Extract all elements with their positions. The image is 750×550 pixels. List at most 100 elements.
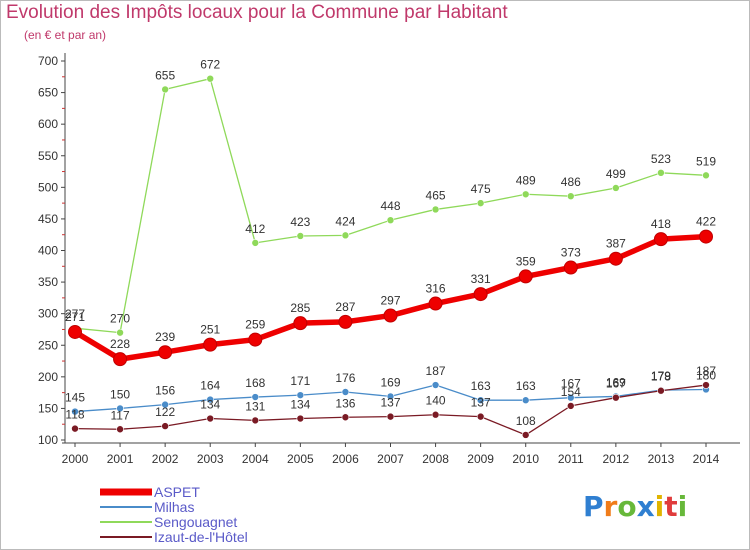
data-point-sengouagnet [702, 171, 710, 180]
y-tick-label: 550 [38, 149, 58, 163]
data-point-izaut-de-l-h-tel [521, 431, 530, 439]
data-label-aspet: 239 [155, 330, 175, 344]
data-label-aspet: 359 [516, 254, 536, 268]
data-point-izaut-de-l-h-tel [612, 393, 620, 402]
data-label-aspet: 251 [200, 323, 220, 337]
data-label-izaut-de-l-h-tel: 167 [606, 377, 626, 391]
data-point-izaut-de-l-h-tel [476, 412, 485, 421]
data-point-izaut-de-l-h-tel [702, 381, 710, 389]
data-point-izaut-de-l-h-tel [386, 412, 395, 421]
data-point-izaut-de-l-h-tel [657, 386, 665, 395]
data-point-sengouagnet [341, 231, 350, 240]
x-tick-label: 2012 [603, 452, 630, 466]
data-point-aspet [699, 229, 713, 244]
data-label-milhas: 180 [696, 368, 716, 382]
data-label-milhas: 169 [606, 375, 626, 389]
data-label-milhas: 169 [380, 375, 400, 389]
data-label-sengouagnet: 672 [200, 58, 220, 72]
data-point-izaut-de-l-h-tel [71, 424, 79, 433]
chart-subtitle: (en € et par an) [24, 28, 107, 42]
data-point-sengouagnet [386, 216, 395, 224]
data-point-aspet [158, 345, 173, 360]
data-label-aspet: 228 [110, 337, 130, 351]
data-label-aspet: 422 [696, 215, 716, 229]
legend-label-aspet: ASPET [154, 484, 200, 500]
data-label-izaut-de-l-h-tel: 134 [290, 398, 310, 412]
x-tick-label: 2003 [197, 452, 224, 466]
data-label-izaut-de-l-h-tel: 118 [65, 408, 84, 422]
x-tick-label: 2008 [422, 452, 449, 466]
data-point-sengouagnet [206, 74, 215, 83]
y-tick-label: 450 [38, 212, 58, 226]
data-label-izaut-de-l-h-tel: 108 [516, 414, 536, 428]
data-point-sengouagnet [431, 205, 440, 214]
data-label-milhas: 163 [471, 379, 491, 393]
data-label-milhas: 187 [426, 364, 446, 378]
data-label-aspet: 285 [290, 301, 310, 315]
data-point-sengouagnet [612, 184, 620, 192]
data-point-sengouagnet [116, 328, 124, 337]
x-tick-label: 2014 [693, 452, 720, 466]
data-label-izaut-de-l-h-tel: 140 [426, 394, 446, 408]
data-point-aspet [383, 308, 398, 323]
x-tick-label: 2011 [558, 452, 584, 466]
data-point-aspet [428, 296, 443, 311]
x-tick-label: 2010 [512, 452, 539, 466]
data-point-sengouagnet [251, 239, 260, 247]
data-point-aspet [68, 324, 82, 339]
data-point-izaut-de-l-h-tel [431, 410, 440, 419]
data-label-sengouagnet: 489 [516, 173, 536, 187]
x-tick-label: 2002 [152, 452, 179, 466]
data-point-izaut-de-l-h-tel [566, 402, 575, 410]
data-point-aspet [293, 316, 308, 331]
data-point-izaut-de-l-h-tel [206, 414, 215, 423]
data-label-izaut-de-l-h-tel: 187 [696, 364, 716, 378]
data-label-sengouagnet: 499 [606, 167, 626, 181]
y-tick-label: 650 [38, 86, 58, 100]
data-label-milhas: 163 [516, 379, 536, 393]
x-tick-label: 2006 [332, 452, 359, 466]
y-tick-label: 150 [38, 401, 58, 415]
data-label-izaut-de-l-h-tel: 131 [245, 399, 265, 413]
data-label-izaut-de-l-h-tel: 154 [561, 385, 581, 399]
data-label-sengouagnet: 423 [290, 215, 310, 229]
data-label-sengouagnet: 270 [110, 312, 130, 326]
y-tick-label: 100 [38, 433, 58, 447]
data-label-milhas: 150 [110, 387, 130, 401]
data-point-aspet [248, 332, 263, 347]
data-label-aspet: 373 [561, 246, 581, 260]
data-point-aspet [113, 352, 128, 367]
data-label-sengouagnet: 523 [651, 152, 671, 166]
data-point-milhas [251, 393, 260, 401]
data-label-milhas: 168 [245, 376, 265, 390]
data-label-izaut-de-l-h-tel: 137 [380, 396, 400, 410]
y-tick-label: 700 [38, 54, 58, 68]
data-point-izaut-de-l-h-tel [296, 414, 305, 423]
data-label-izaut-de-l-h-tel: 134 [200, 398, 220, 412]
y-tick-label: 600 [38, 117, 58, 131]
data-point-izaut-de-l-h-tel [116, 425, 124, 434]
data-point-milhas [206, 395, 215, 404]
data-point-sengouagnet [476, 199, 485, 207]
data-label-sengouagnet: 424 [335, 214, 355, 228]
data-label-milhas: 167 [561, 377, 581, 391]
legend-label-milhas: Milhas [154, 499, 194, 515]
y-tick-label: 350 [38, 275, 58, 289]
data-point-milhas [71, 407, 79, 416]
x-tick-label: 2005 [287, 452, 314, 466]
data-label-aspet: 297 [380, 294, 400, 308]
data-label-sengouagnet: 475 [471, 182, 491, 196]
data-point-sengouagnet [566, 192, 575, 200]
y-tick-label: 500 [38, 180, 58, 194]
data-label-sengouagnet: 412 [245, 222, 265, 236]
chart-title: Evolution des Impôts locaux pour la Comm… [6, 2, 508, 23]
data-point-izaut-de-l-h-tel [251, 416, 260, 425]
x-tick-label: 2000 [62, 452, 89, 466]
data-label-izaut-de-l-h-tel: 178 [651, 370, 671, 384]
data-point-sengouagnet [161, 85, 169, 94]
data-point-aspet [473, 287, 488, 302]
data-point-milhas [431, 381, 440, 389]
data-point-aspet [608, 251, 623, 266]
data-label-sengouagnet: 486 [561, 175, 581, 189]
